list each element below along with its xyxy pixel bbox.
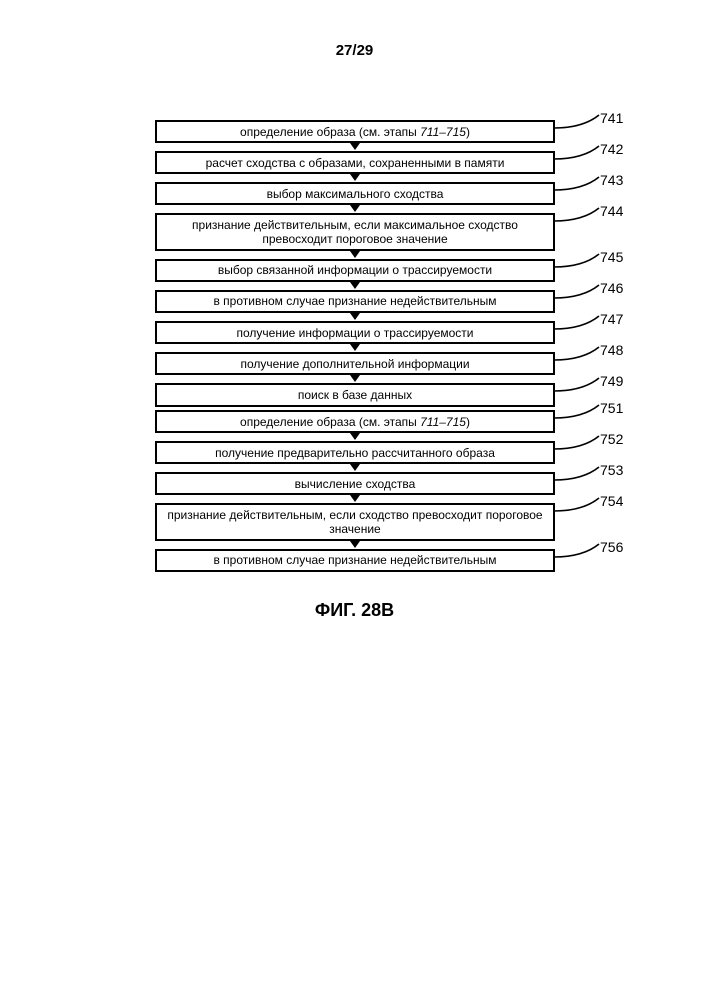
flow-step: в противном случае признание недействите… bbox=[155, 290, 555, 313]
flow-step: в противном случае признание недействите… bbox=[155, 549, 555, 572]
leader-line bbox=[553, 435, 598, 445]
flow-step: выбор максимального сходства743 bbox=[155, 182, 555, 205]
flow-step: определение образа (см. этапы 711–715)74… bbox=[155, 120, 555, 143]
flow-step: признание действительным, если максималь… bbox=[155, 213, 555, 250]
flow-step-box: выбор связанной информации о трассируемо… bbox=[155, 259, 555, 282]
flow-arrow bbox=[115, 344, 595, 352]
flow-step-box: признание действительным, если максималь… bbox=[155, 213, 555, 250]
flow-step: расчет сходства с образами, сохраненными… bbox=[155, 151, 555, 174]
leader-line bbox=[553, 543, 598, 553]
leader-line bbox=[553, 207, 598, 217]
flow-step-box: выбор максимального сходства bbox=[155, 182, 555, 205]
step-ref-label: 741 bbox=[600, 110, 623, 126]
flow-step: выбор связанной информации о трассируемо… bbox=[155, 259, 555, 282]
flow-arrow bbox=[115, 375, 595, 383]
flow-step: признание действительным, если сходство … bbox=[155, 503, 555, 540]
page-number: 27/29 bbox=[0, 42, 709, 59]
flow-arrow bbox=[115, 205, 595, 213]
flow-step: получение предварительно рассчитанного о… bbox=[155, 441, 555, 464]
flowchart-2: определение образа (см. этапы 711–715)75… bbox=[115, 410, 595, 572]
step-ref-label: 753 bbox=[600, 462, 623, 478]
flow-arrow bbox=[115, 143, 595, 151]
step-ref-label: 743 bbox=[600, 172, 623, 188]
flow-step-box: определение образа (см. этапы 711–715) bbox=[155, 120, 555, 143]
leader-line bbox=[553, 346, 598, 356]
flow-arrow bbox=[115, 433, 595, 441]
flow-step-box: получение предварительно рассчитанного о… bbox=[155, 441, 555, 464]
step-ref-label: 749 bbox=[600, 373, 623, 389]
flow-step: получение дополнительной информации748 bbox=[155, 352, 555, 375]
step-ref-label: 751 bbox=[600, 400, 623, 416]
step-ref-label: 748 bbox=[600, 342, 623, 358]
step-ref-label: 744 bbox=[600, 203, 623, 219]
flow-step: определение образа (см. этапы 711–715)75… bbox=[155, 410, 555, 433]
flow-step-box: поиск в базе данных bbox=[155, 383, 555, 406]
leader-line bbox=[553, 497, 598, 507]
step-ref-label: 745 bbox=[600, 249, 623, 265]
flow-step: вычисление сходства753 bbox=[155, 472, 555, 495]
flow-step-box: расчет сходства с образами, сохраненными… bbox=[155, 151, 555, 174]
flow-step-box: получение информации о трассируемости bbox=[155, 321, 555, 344]
flow-step-box: в противном случае признание недействите… bbox=[155, 549, 555, 572]
page: 27/29 определение образа (см. этапы 711–… bbox=[0, 0, 709, 1000]
flow-step: получение информации о трассируемости747 bbox=[155, 321, 555, 344]
step-ref-label: 754 bbox=[600, 493, 623, 509]
flow-step-box: признание действительным, если сходство … bbox=[155, 503, 555, 540]
leader-line bbox=[553, 253, 598, 263]
step-ref-label: 752 bbox=[600, 431, 623, 447]
flow-arrow bbox=[115, 464, 595, 472]
leader-line bbox=[553, 315, 598, 325]
flow-arrow bbox=[115, 174, 595, 182]
flow-step-box: вычисление сходства bbox=[155, 472, 555, 495]
flow-arrow bbox=[115, 251, 595, 259]
flow-step-box: определение образа (см. этапы 711–715) bbox=[155, 410, 555, 433]
flow-step: поиск в базе данных749 bbox=[155, 383, 555, 406]
leader-line bbox=[553, 377, 598, 387]
flow-step-box: в противном случае признание недействите… bbox=[155, 290, 555, 313]
flow-arrow bbox=[115, 313, 595, 321]
leader-line bbox=[553, 404, 598, 414]
step-ref-label: 747 bbox=[600, 311, 623, 327]
flow-arrow bbox=[115, 282, 595, 290]
step-ref-label: 742 bbox=[600, 141, 623, 157]
leader-line bbox=[553, 114, 598, 124]
leader-line bbox=[553, 145, 598, 155]
step-ref-label: 756 bbox=[600, 539, 623, 555]
figure-caption: ФИГ. 28B bbox=[0, 600, 709, 621]
leader-line bbox=[553, 466, 598, 476]
flow-arrow bbox=[115, 495, 595, 503]
flow-arrow bbox=[115, 541, 595, 549]
leader-line bbox=[553, 284, 598, 294]
flow-step-box: получение дополнительной информации bbox=[155, 352, 555, 375]
flowchart-1: определение образа (см. этапы 711–715)74… bbox=[115, 120, 595, 407]
step-ref-label: 746 bbox=[600, 280, 623, 296]
leader-line bbox=[553, 176, 598, 186]
